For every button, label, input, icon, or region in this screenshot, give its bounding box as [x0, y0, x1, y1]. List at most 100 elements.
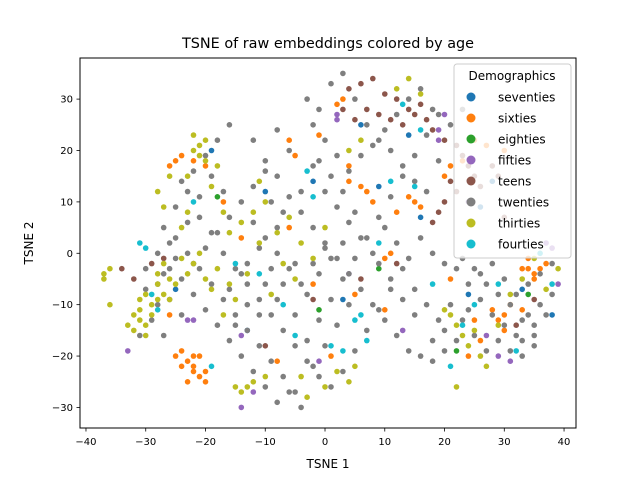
- point-thirties: [148, 301, 155, 308]
- point-twenties: [280, 327, 287, 334]
- point-thirties: [477, 353, 484, 359]
- point-sixties: [519, 265, 525, 272]
- point-twenties: [316, 106, 322, 113]
- point-thirties: [441, 307, 448, 313]
- point-sixties: [166, 312, 173, 318]
- point-sixties: [172, 158, 179, 164]
- point-twenties: [280, 373, 287, 380]
- point-twenties: [214, 322, 221, 329]
- point-twenties: [226, 122, 233, 128]
- point-seventies: [519, 286, 525, 293]
- point-fourties: [459, 322, 466, 329]
- point-twenties: [435, 317, 442, 323]
- point-sixties: [190, 353, 197, 359]
- point-thirties: [220, 312, 227, 318]
- point-thirties: [196, 152, 203, 159]
- point-twenties: [334, 204, 340, 210]
- point-twenties: [441, 260, 448, 267]
- point-twenties: [280, 281, 287, 287]
- point-sixties: [334, 101, 340, 108]
- legend-label-seventies: seventies: [498, 91, 555, 105]
- point-twenties: [405, 348, 412, 354]
- point-fifties: [250, 389, 257, 395]
- legend-marker-teens: [466, 176, 476, 186]
- point-twenties: [172, 235, 179, 241]
- point-twenties: [304, 358, 310, 365]
- point-thirties: [125, 322, 131, 329]
- point-twenties: [190, 291, 197, 298]
- point-thirties: [244, 271, 251, 277]
- point-twenties: [483, 348, 490, 354]
- point-sixties: [531, 276, 537, 282]
- point-thirties: [208, 183, 215, 190]
- point-twenties: [220, 188, 227, 195]
- point-thirties: [286, 214, 293, 221]
- point-twenties: [196, 265, 203, 272]
- point-twenties: [232, 265, 239, 272]
- point-sixties: [190, 368, 197, 375]
- point-twenties: [244, 260, 251, 267]
- point-fourties: [513, 348, 519, 354]
- point-twenties: [352, 255, 358, 262]
- point-thirties: [214, 163, 221, 169]
- point-seventies: [208, 147, 215, 154]
- point-thirties: [154, 281, 161, 287]
- point-twenties: [364, 235, 370, 241]
- x-tick-label: 20: [438, 437, 451, 448]
- point-sixties: [202, 368, 209, 375]
- point-eighties: [453, 348, 460, 354]
- point-seventies: [172, 286, 179, 293]
- point-thirties: [256, 178, 263, 185]
- point-twenties: [214, 137, 221, 143]
- point-fourties: [256, 271, 263, 277]
- point-twenties: [292, 389, 298, 395]
- point-twenties: [274, 296, 281, 303]
- point-twenties: [340, 240, 346, 246]
- point-fourties: [429, 281, 436, 287]
- legend-box: [453, 63, 572, 259]
- point-sixties: [340, 96, 346, 102]
- legend-label-fourties: fourties: [498, 238, 544, 252]
- point-teens: [358, 80, 364, 87]
- point-twenties: [531, 332, 537, 339]
- point-fifties: [555, 281, 561, 287]
- point-fourties: [495, 281, 502, 287]
- point-twenties: [519, 337, 525, 344]
- point-thirties: [208, 286, 215, 293]
- point-twenties: [495, 291, 502, 298]
- point-twenties: [393, 332, 400, 339]
- point-twenties: [346, 271, 352, 277]
- y-tick-label: −30: [52, 403, 73, 414]
- point-thirties: [232, 384, 239, 390]
- point-twenties: [220, 250, 227, 257]
- point-thirties: [160, 204, 167, 210]
- legend-label-sixties: sixties: [498, 112, 536, 126]
- point-sixties: [382, 307, 388, 313]
- point-fourties: [310, 194, 316, 200]
- point-twenties: [322, 240, 328, 246]
- point-fifties: [238, 404, 245, 411]
- point-fourties: [364, 337, 370, 344]
- point-twenties: [477, 296, 484, 303]
- point-twenties: [238, 271, 245, 277]
- point-thirties: [137, 317, 143, 323]
- point-twenties: [429, 106, 436, 113]
- point-twenties: [202, 152, 209, 159]
- point-thirties: [154, 271, 161, 277]
- point-fourties: [154, 307, 161, 313]
- point-teens: [131, 276, 137, 282]
- point-thirties: [101, 276, 107, 282]
- point-thirties: [334, 368, 340, 375]
- point-sixties: [447, 276, 454, 282]
- point-thirties: [262, 373, 269, 380]
- point-twenties: [322, 245, 328, 251]
- point-teens: [358, 276, 364, 282]
- point-twenties: [364, 122, 370, 128]
- point-twenties: [160, 271, 167, 277]
- point-twenties: [525, 281, 531, 287]
- y-tick-label: 0: [67, 249, 73, 260]
- point-thirties: [202, 276, 209, 282]
- point-thirties: [358, 137, 364, 143]
- point-twenties: [441, 327, 448, 334]
- point-teens: [441, 199, 448, 205]
